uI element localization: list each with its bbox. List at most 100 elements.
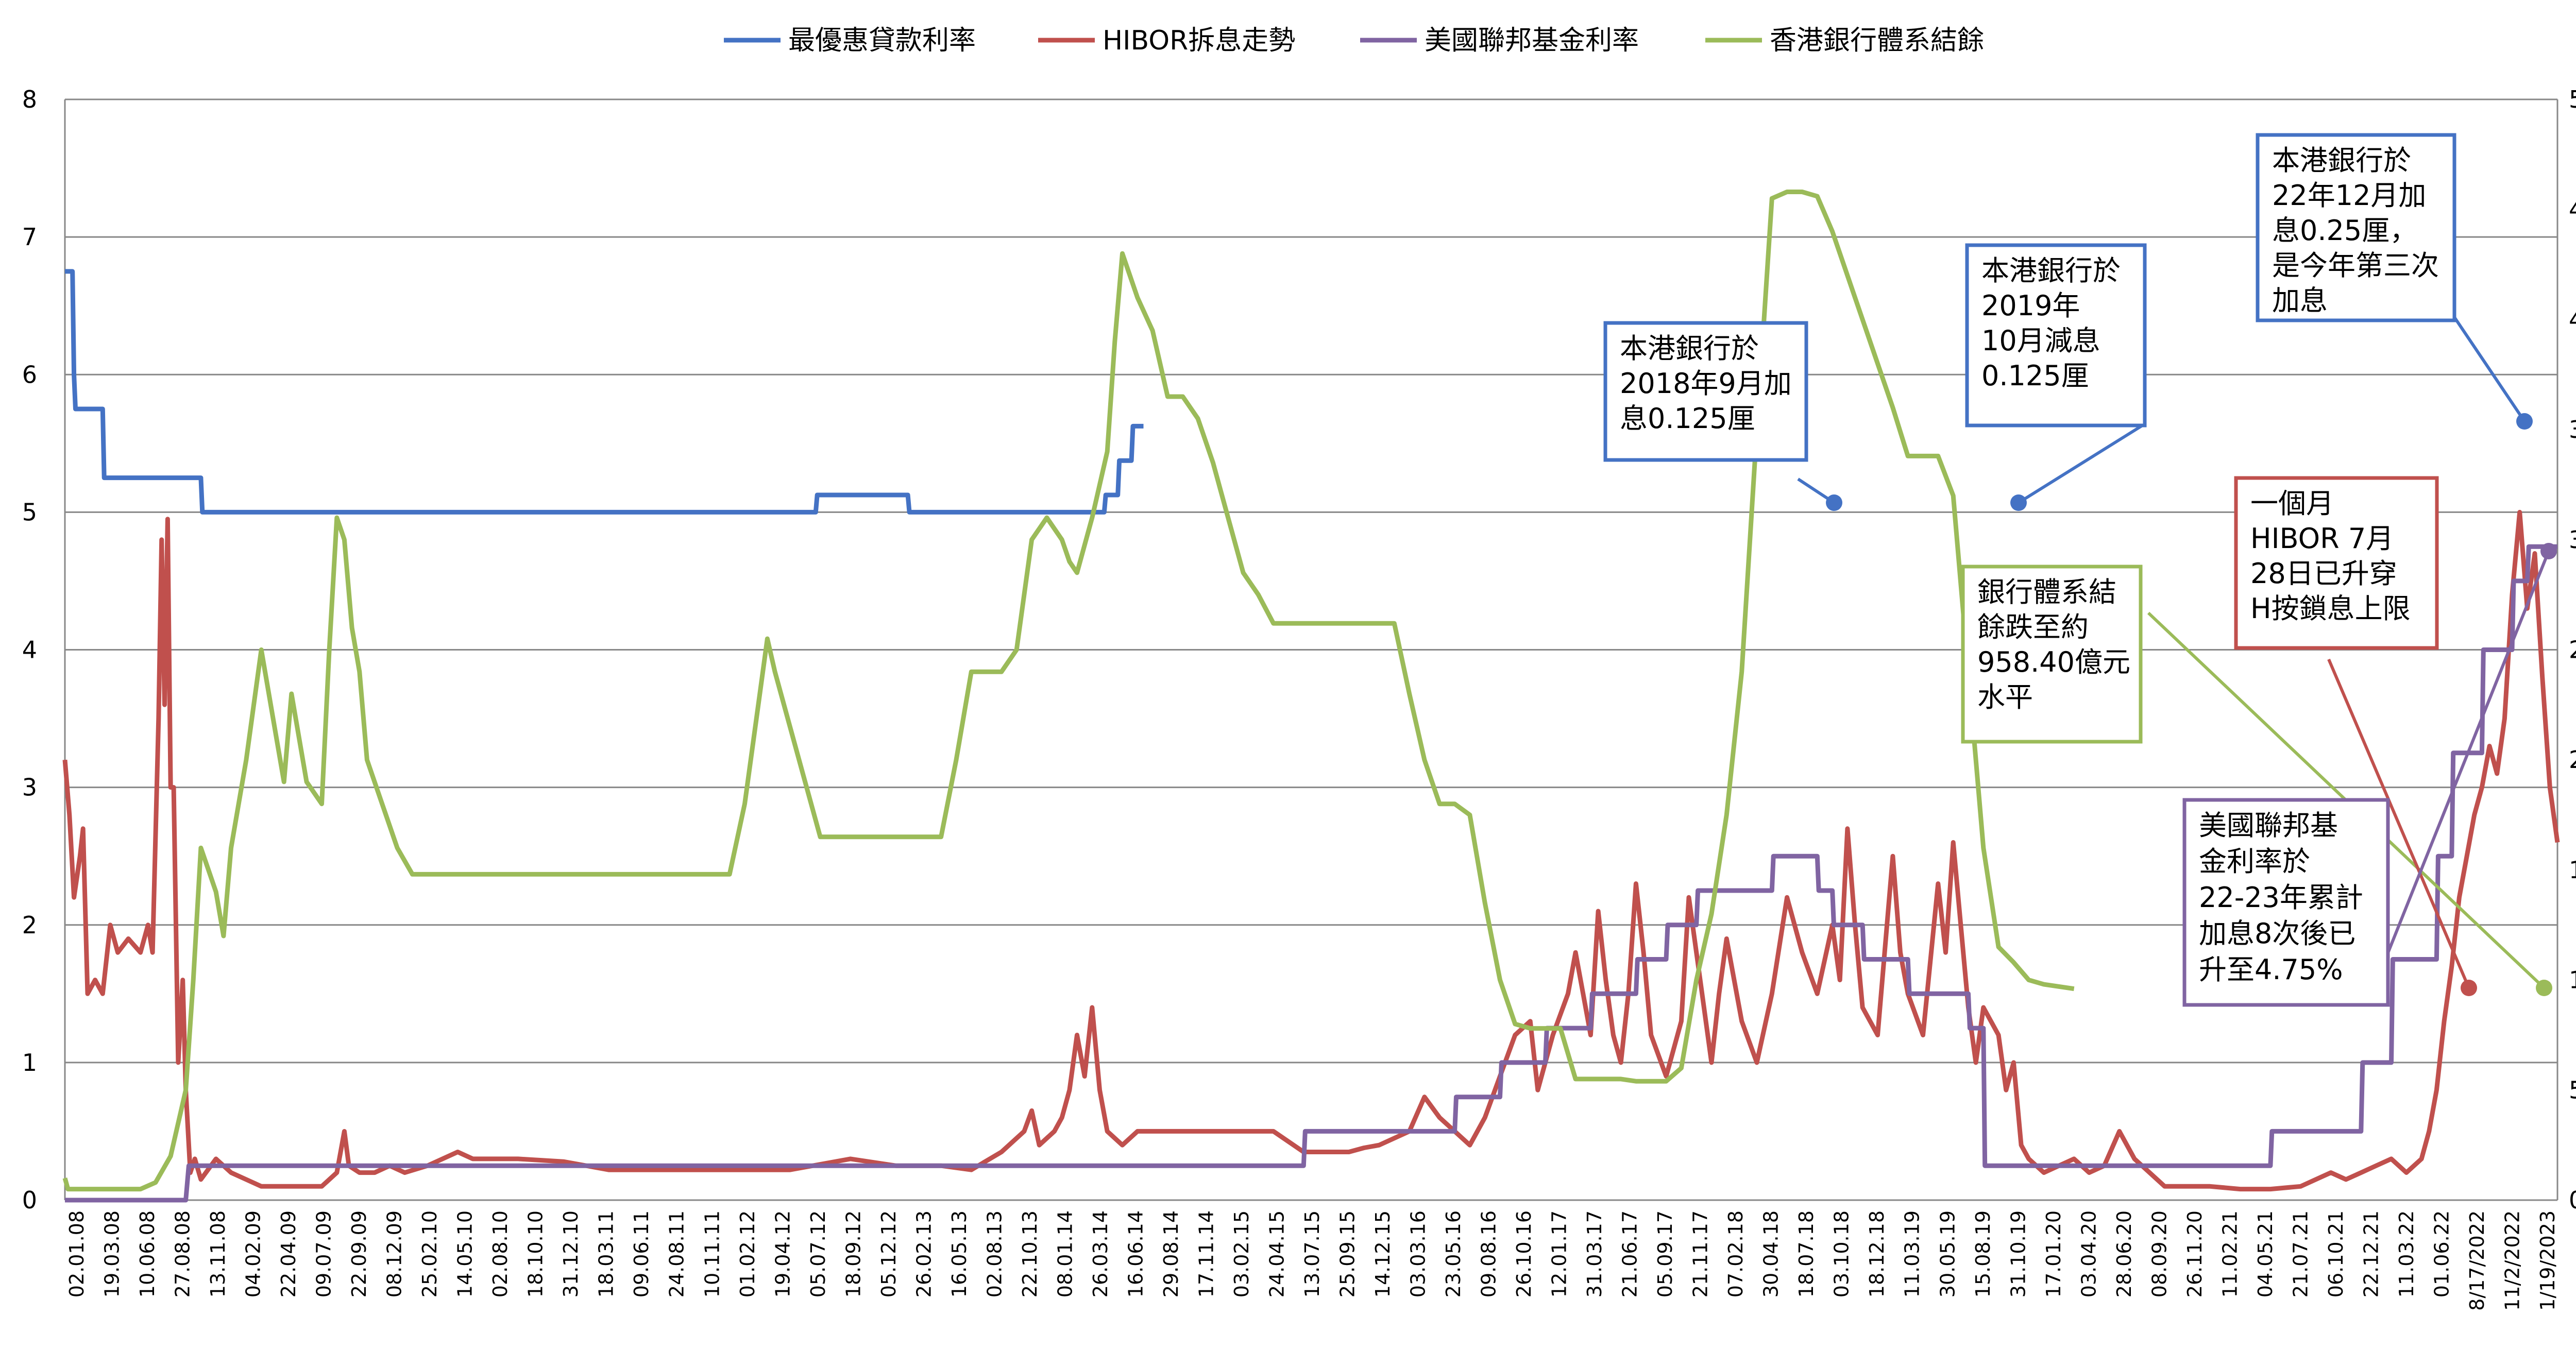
x-tick-label: 25.02.10 xyxy=(418,1210,441,1297)
x-tick-label: 05.07.12 xyxy=(807,1210,829,1297)
ann-balance-marker xyxy=(2536,980,2552,996)
ann-prime-2019-text: 0.125厘 xyxy=(1981,360,2089,392)
x-tick-label: 27.08.08 xyxy=(172,1210,194,1297)
left-tick-label: 8 xyxy=(22,86,37,113)
x-tick-label: 1/19/2023 xyxy=(2536,1210,2559,1311)
ann-fed-text: 美國聯邦基 xyxy=(2199,809,2338,842)
x-tick-label: 05.09.17 xyxy=(1654,1210,1676,1297)
ann-prime-2022-marker xyxy=(2516,413,2533,430)
ann-balance-box xyxy=(1961,565,2143,744)
x-tick-label: 26.11.20 xyxy=(2183,1210,2206,1297)
ann-balance-text: 銀行體系結 xyxy=(1977,576,2116,608)
ann-prime-2018-box xyxy=(1603,321,1808,462)
x-tick-label: 01.02.12 xyxy=(736,1210,759,1297)
x-tick-label: 14.12.15 xyxy=(1371,1210,1394,1297)
left-tick-label: 1 xyxy=(22,1049,37,1076)
x-tick-label: 16.06.14 xyxy=(1124,1210,1147,1297)
x-tick-label: 22.09.09 xyxy=(348,1210,370,1297)
ann-prime-2019-marker xyxy=(2010,494,2027,511)
x-tick-label: 26.02.13 xyxy=(912,1210,935,1297)
ann-prime-2022-text: 加息 xyxy=(2272,284,2328,317)
ann-hibor-text: 一個月 xyxy=(2250,487,2334,520)
x-tick-label: 11.03.19 xyxy=(1901,1210,1924,1297)
ann-fed-leader xyxy=(2386,550,2550,954)
x-tick-label: 01.06.22 xyxy=(2430,1210,2453,1297)
ann-balance-text: 958.40億元 xyxy=(1977,646,2130,678)
x-tick-label: 10.06.08 xyxy=(136,1210,159,1297)
right-axis-ticks: 0 50000 100000 150000 200000 250000 300000 3500… xyxy=(2569,86,2576,1214)
ann-prime-2018-text: 本港銀行於 xyxy=(1620,332,1759,365)
ann-prime-2019-leader xyxy=(2018,423,2144,504)
x-tick-label: 13.07.15 xyxy=(1301,1210,1324,1297)
series-line xyxy=(65,269,1144,515)
x-tick-label: 02.01.08 xyxy=(65,1210,88,1297)
ann-prime-2018-text: 息0.125厘 xyxy=(1620,402,1755,435)
x-tick-label: 30.05.19 xyxy=(1936,1210,1959,1297)
x-tick-label: 09.06.11 xyxy=(630,1210,653,1297)
x-tick-label: 18.10.10 xyxy=(524,1210,547,1297)
right-tick-label: 300000 xyxy=(2569,526,2576,554)
x-tick-label: 16.05.13 xyxy=(948,1210,971,1297)
series-line xyxy=(65,544,2557,1203)
x-tick-label: 31.03.17 xyxy=(1583,1210,1606,1297)
x-tick-label: 21.06.17 xyxy=(1619,1210,1641,1297)
ann-hibor-leader xyxy=(2327,658,2470,989)
ann-hibor-text: H按鎖息上限 xyxy=(2250,592,2411,625)
x-tick-label: 07.02.18 xyxy=(1724,1210,1747,1297)
left-tick-label: 2 xyxy=(22,911,37,939)
ann-prime-2019-text: 2019年 xyxy=(1981,289,2080,322)
x-tick-label: 03.03.16 xyxy=(1407,1210,1430,1297)
right-tick-label: 500000 xyxy=(2569,86,2576,113)
ann-fed-box xyxy=(2182,798,2390,1007)
x-tick-label: 03.04.20 xyxy=(2077,1210,2100,1297)
annotations: 本港銀行於2018年9月加息0.125厘本港銀行於2019年10月減息0.125… xyxy=(1603,133,2557,1007)
left-tick-label: 3 xyxy=(22,774,37,801)
legend-label: 香港銀行體系結餘 xyxy=(1770,25,1984,56)
x-tick-label: 12.01.17 xyxy=(1548,1210,1571,1297)
x-tick-label: 18.09.12 xyxy=(842,1210,865,1297)
x-tick-label: 17.11.14 xyxy=(1195,1210,1217,1297)
series-line xyxy=(62,190,2075,1192)
ann-prime-2019-text: 本港銀行於 xyxy=(1981,254,2121,287)
right-tick-label: 200000 xyxy=(2569,746,2576,774)
series-line xyxy=(62,509,2560,1192)
x-tick-label: 02.08.10 xyxy=(489,1210,512,1297)
x-tick-label: 26.03.14 xyxy=(1089,1210,1112,1297)
x-tick-label: 19.03.08 xyxy=(101,1210,124,1297)
ann-fed-text: 金利率於 xyxy=(2199,845,2310,878)
ann-prime-2022-text: 本港銀行於 xyxy=(2272,144,2411,177)
x-tick-label: 11.02.21 xyxy=(2218,1210,2241,1297)
x-tick-label: 11.03.22 xyxy=(2395,1210,2418,1297)
x-axis-ticks: 02.01.08 19.03.08 10.06.08 27.08.08 13.11.08… xyxy=(65,1210,2559,1311)
ann-fed-text: 加息8次後已 xyxy=(2199,917,2355,950)
x-tick-label: 05.12.12 xyxy=(877,1210,900,1297)
ann-prime-2022-leader xyxy=(2451,313,2526,422)
x-tick-label: 06.10.21 xyxy=(2325,1210,2347,1297)
x-tick-label: 08.12.09 xyxy=(383,1210,406,1297)
ann-balance-text: 餘跌至約 xyxy=(1977,611,2089,643)
legend-label: HIBOR拆息走勢 xyxy=(1103,25,1295,56)
ann-prime-2018-text: 2018年9月加 xyxy=(1620,367,1792,400)
x-tick-label: 10.11.11 xyxy=(701,1210,723,1297)
x-tick-label: 19.04.12 xyxy=(771,1210,794,1297)
x-tick-label: 17.01.20 xyxy=(2042,1210,2065,1297)
ann-hibor-text: 28日已升穿 xyxy=(2250,557,2397,590)
x-tick-label: 18.03.11 xyxy=(595,1210,618,1297)
series-lines xyxy=(62,190,2560,1203)
left-tick-label: 6 xyxy=(22,361,37,388)
x-tick-label: 18.07.18 xyxy=(1795,1210,1818,1297)
right-tick-label: 450000 xyxy=(2569,196,2576,224)
x-tick-label: 08.09.20 xyxy=(2148,1210,2171,1297)
ann-hibor-marker xyxy=(2461,980,2477,996)
ann-hibor-text: HIBOR 7月 xyxy=(2250,522,2394,555)
x-tick-label: 03.02.15 xyxy=(1230,1210,1253,1297)
right-tick-label: 350000 xyxy=(2569,416,2576,443)
ann-hibor-box xyxy=(2234,476,2439,650)
x-tick-label: 18.12.18 xyxy=(1866,1210,1888,1297)
x-tick-label: 24.08.11 xyxy=(666,1210,688,1297)
x-tick-label: 13.11.08 xyxy=(207,1210,229,1297)
right-tick-label: 150000 xyxy=(2569,856,2576,884)
x-tick-label: 15.08.19 xyxy=(1972,1210,1994,1297)
x-tick-label: 22.04.09 xyxy=(277,1210,300,1297)
